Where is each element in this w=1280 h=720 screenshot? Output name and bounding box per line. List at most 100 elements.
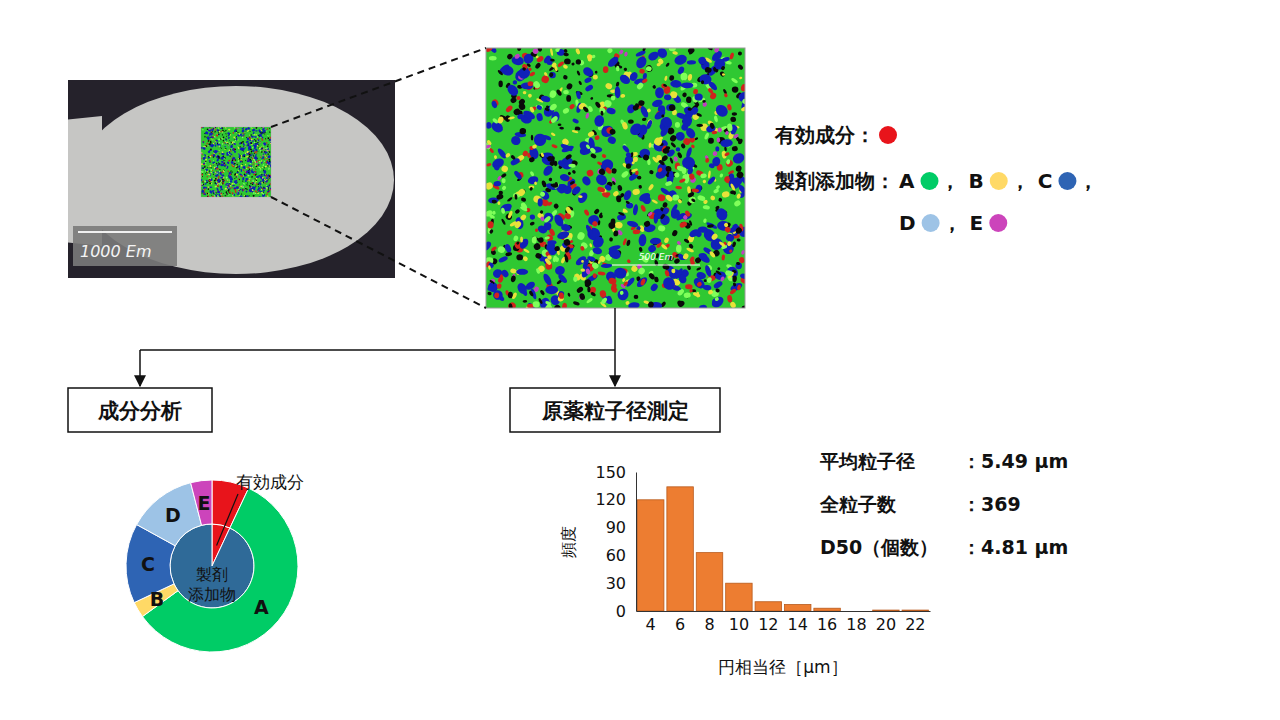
- map-particle: [241, 169, 243, 172]
- map-particle: [225, 133, 226, 135]
- map-particle: [252, 156, 253, 158]
- map-particle: [204, 188, 206, 190]
- map-particle: [674, 172, 680, 178]
- map-particle: [628, 301, 640, 308]
- map-particle: [265, 154, 267, 155]
- map-particle: [210, 172, 212, 174]
- map-particle: [677, 273, 687, 284]
- map-particle: [247, 175, 249, 177]
- map-particle: [241, 175, 243, 177]
- map-particle: [223, 193, 224, 194]
- map-particle: [204, 145, 206, 147]
- map-particle: [505, 152, 511, 158]
- map-particle: [220, 192, 222, 194]
- map-particle: [264, 161, 265, 162]
- map-particle: [269, 134, 270, 136]
- map-particle: [224, 188, 225, 190]
- map-particle: [233, 136, 235, 138]
- map-particle: [510, 275, 516, 283]
- map-particle: [213, 136, 216, 139]
- map-particle: [260, 147, 263, 150]
- map-particle: [557, 159, 567, 169]
- map-particle: [710, 195, 716, 201]
- map-particle: [217, 174, 218, 175]
- map-particle: [655, 87, 664, 98]
- map-particle: [242, 180, 243, 182]
- map-particle: [206, 128, 208, 130]
- map-particle: [715, 146, 719, 152]
- map-particle: [563, 52, 569, 56]
- map-particle: [578, 80, 583, 85]
- map-particle: [223, 140, 224, 142]
- map-particle: [257, 164, 259, 167]
- map-particle: [222, 178, 224, 180]
- map-particle: [214, 195, 216, 197]
- map-particle: [219, 183, 220, 185]
- map-particle: [213, 172, 215, 174]
- map-particle: [206, 182, 208, 183]
- map-particle: [233, 148, 235, 150]
- map-particle: [265, 139, 266, 140]
- map-particle: [704, 264, 713, 277]
- map-particle: [233, 143, 236, 145]
- map-particle: [638, 234, 647, 247]
- map-particle: [702, 179, 707, 184]
- map-particle: [267, 165, 269, 166]
- map-particle: [269, 131, 271, 133]
- map-particle: [213, 174, 215, 175]
- map-particle: [619, 290, 624, 295]
- map-particle: [708, 138, 714, 144]
- map-particle: [258, 196, 260, 197]
- map-particle: [697, 251, 711, 264]
- map-particle: [213, 178, 215, 180]
- map-particle: [224, 195, 226, 196]
- map-particle: [242, 186, 244, 188]
- map-particle: [204, 154, 207, 157]
- map-particle: [248, 180, 250, 182]
- map-particle: [203, 163, 205, 165]
- map-particle: [269, 128, 270, 129]
- map-particle: [253, 188, 256, 191]
- map-particle: [232, 166, 234, 168]
- map-particle: [219, 153, 221, 154]
- map-particle: [216, 155, 217, 156]
- map-particle: [256, 173, 257, 175]
- map-particle: [240, 165, 242, 167]
- map-particle: [202, 141, 204, 143]
- map-particle: [497, 245, 506, 254]
- map-particle: [245, 190, 248, 193]
- map-particle: [224, 146, 226, 148]
- map-particle: [258, 160, 260, 162]
- map-particle: [218, 142, 221, 144]
- map-particle: [241, 193, 242, 194]
- map-particle: [216, 150, 219, 152]
- map-particle: [216, 129, 218, 132]
- map-particle: [250, 160, 251, 163]
- map-particle: [225, 176, 228, 179]
- map-particle: [207, 140, 209, 142]
- map-particle: [263, 170, 267, 174]
- map-particle: [208, 143, 210, 145]
- map-particle: [729, 249, 733, 253]
- map-particle: [497, 116, 505, 125]
- map-particle: [261, 151, 263, 153]
- map-particle: [243, 146, 244, 147]
- map-particle: [555, 89, 562, 97]
- map-particle: [676, 245, 682, 253]
- map-particle: [216, 155, 220, 159]
- map-particle: [213, 153, 215, 154]
- map-particle: [222, 164, 225, 166]
- map-particle: [203, 156, 205, 157]
- map-particle: [486, 122, 492, 130]
- map-particle: [244, 152, 246, 154]
- map-particle: [648, 183, 655, 191]
- map-particle: [550, 48, 554, 56]
- map-particle: [635, 276, 649, 289]
- map-particle: [241, 127, 244, 129]
- map-particle: [220, 194, 222, 196]
- map-particle: [269, 138, 271, 142]
- map-particle: [266, 147, 268, 149]
- map-particle: [491, 100, 498, 109]
- map-particle: [687, 186, 691, 194]
- map-particle: [662, 263, 671, 271]
